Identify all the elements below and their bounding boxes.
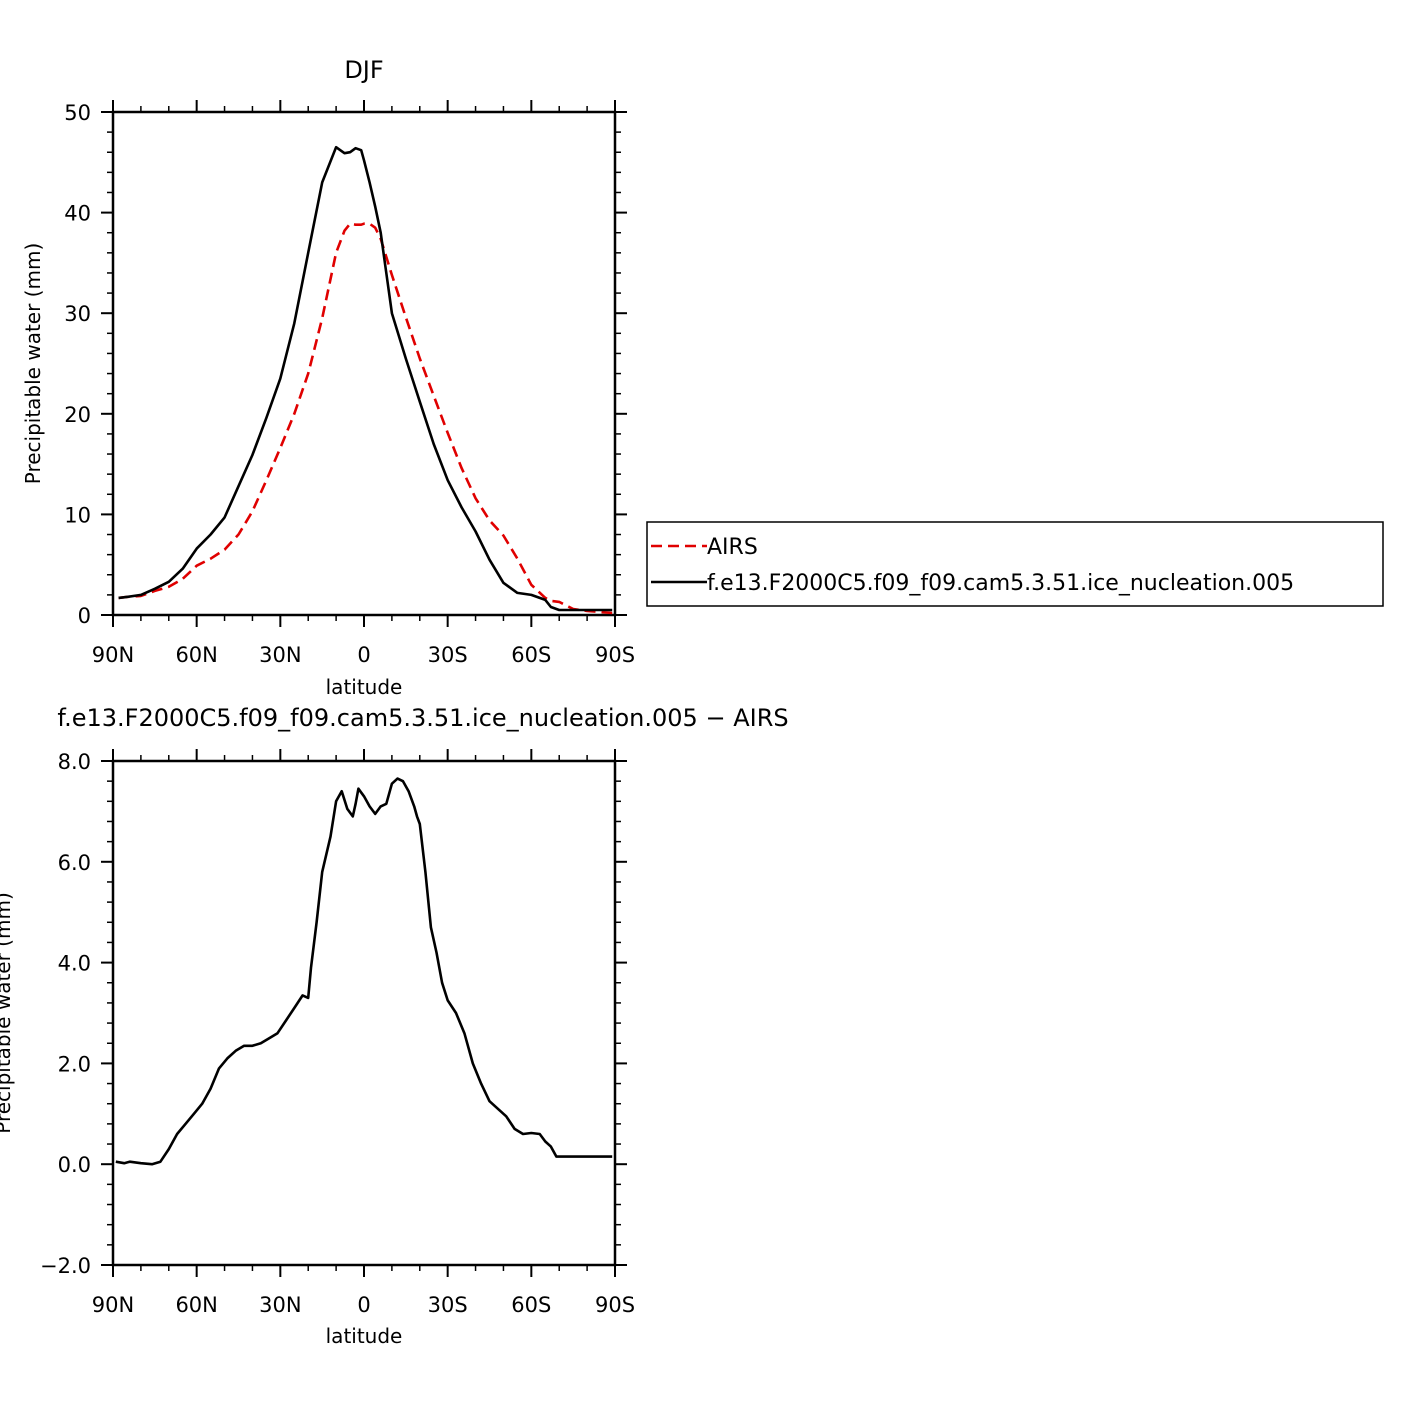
y-tick-label: 40 [64,202,91,226]
x-axis-title: latitude [326,675,403,699]
x-tick-label: 30S [428,1293,468,1317]
y-axis-title: Precipitable water (mm) [21,243,45,485]
legend: AIRS f.e13.F2000C5.f09_f09.cam5.3.51.ice_… [646,521,1384,607]
chart-title: f.e13.F2000C5.f09_f09.cam5.3.51.ice_nucl… [57,704,788,732]
x-tick-label: 0 [357,643,370,667]
y-tick-label: 6.0 [58,851,91,875]
x-tick-label: 60N [175,643,217,667]
series-line-difference [115,777,613,1166]
legend-box [646,521,1384,607]
top-chart-panel: 90N 60N 30N 0 30S 60S 90S 0 10 20 30 40 50 DJF latitud… [21,56,635,699]
y-tick-label: 0.0 [58,1153,91,1177]
legend-label: f.e13.F2000C5.f09_f09.cam5.3.51.ice_nucl… [707,571,1294,596]
y-tick-label: 20 [64,403,91,427]
x-tick-label: 90N [92,1293,134,1317]
x-tick-label: 60S [511,643,551,667]
x-tick-label: 60N [175,1293,217,1317]
legend-label: AIRS [707,535,758,560]
chart-title: DJF [344,56,383,84]
y-tick-label: 0 [78,604,91,628]
x-tick-label: 60S [511,1293,551,1317]
y-tick-label: 30 [64,302,91,326]
y-tick-label: 8.0 [58,750,91,774]
series-line-airs [118,222,613,615]
y-tick-label: −2.0 [40,1254,91,1278]
x-tick-label: 0 [357,1293,370,1317]
y-tick-label: 2.0 [58,1052,91,1076]
y-tick-label: 50 [64,101,91,125]
x-tick-label: 90S [595,1293,635,1317]
x-tick-label: 90S [595,643,635,667]
x-tick-label: 30N [259,643,301,667]
x-tick-label: 30N [259,1293,301,1317]
y-axis-title: Precipitable water (mm) [0,892,15,1134]
y-tick-label: 10 [64,503,91,527]
x-tick-label: 90N [92,643,134,667]
x-tick-label: 30S [428,643,468,667]
y-tick-label: 4.0 [58,952,91,976]
series-line-model [118,145,613,612]
plot-frame [111,759,617,1267]
plot-frame [111,110,617,617]
x-axis-title: latitude [326,1324,403,1348]
bottom-chart-panel: 90N 60N 30N 0 30S 60S 90S −2.0 0.0 2.0 4.0 6.0 8.0 f.… [0,704,789,1348]
